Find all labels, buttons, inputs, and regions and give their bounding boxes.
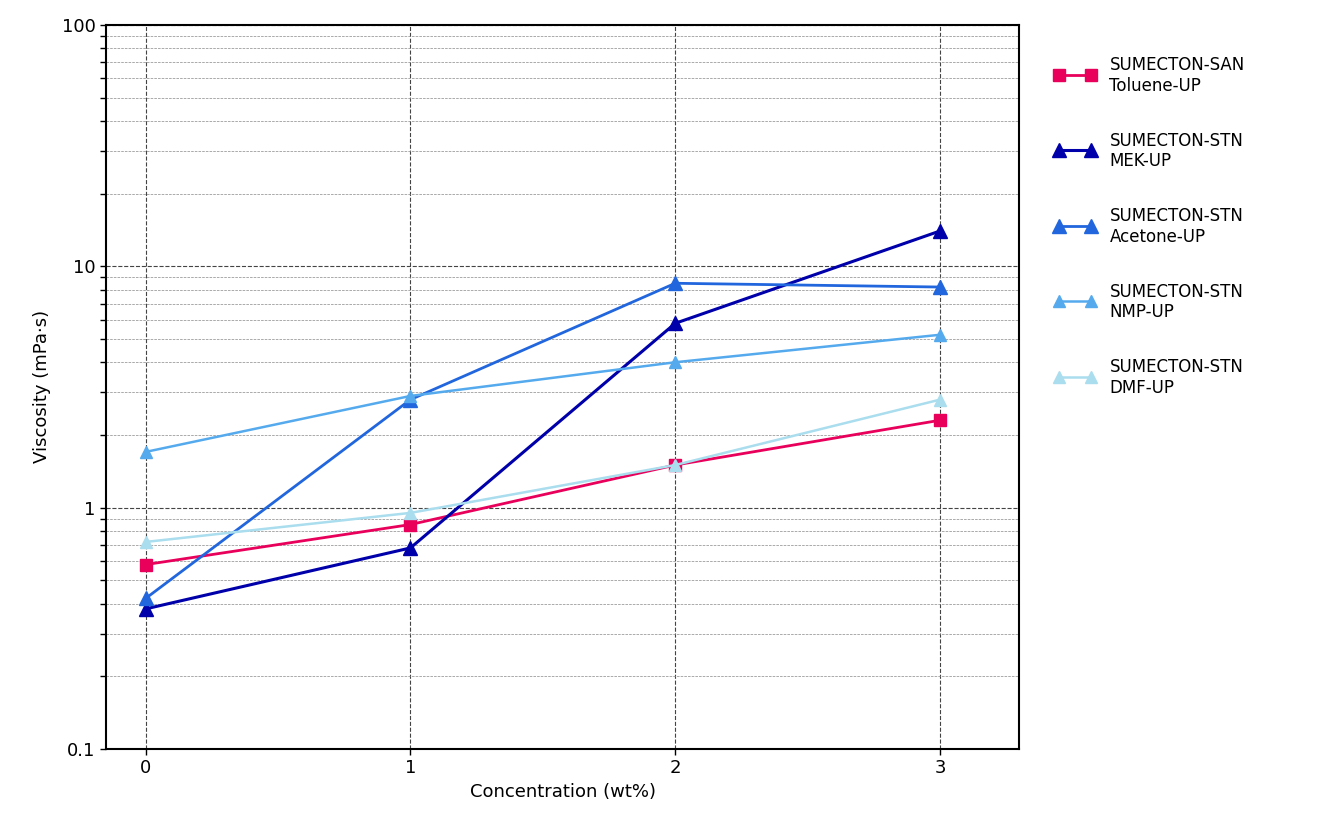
SUMECTON-STN
Acetone-UP [138, 593, 154, 603]
SUMECTON-STN
MEK-UP [402, 543, 418, 553]
Legend: SUMECTON-SAN
Toluene-UP, SUMECTON-STN
MEK-UP, SUMECTON-STN
Acetone-UP, SUMECTON-: SUMECTON-SAN Toluene-UP, SUMECTON-STN ME… [1046, 47, 1253, 405]
Line: SUMECTON-SAN
Toluene-UP: SUMECTON-SAN Toluene-UP [140, 414, 945, 570]
SUMECTON-STN
Acetone-UP [932, 282, 948, 292]
SUMECTON-STN
Acetone-UP [402, 394, 418, 404]
SUMECTON-SAN
Toluene-UP [138, 560, 154, 570]
Y-axis label: Viscosity (mPa·s): Viscosity (mPa·s) [33, 310, 50, 463]
SUMECTON-SAN
Toluene-UP [932, 415, 948, 425]
SUMECTON-STN
DMF-UP [402, 508, 418, 518]
Line: SUMECTON-STN
Acetone-UP: SUMECTON-STN Acetone-UP [139, 276, 947, 606]
Line: SUMECTON-STN
DMF-UP: SUMECTON-STN DMF-UP [139, 394, 947, 548]
SUMECTON-STN
MEK-UP [138, 604, 154, 614]
SUMECTON-STN
DMF-UP [667, 460, 683, 470]
SUMECTON-STN
DMF-UP [138, 537, 154, 547]
X-axis label: Concentration (wt%): Concentration (wt%) [470, 783, 655, 800]
Line: SUMECTON-STN
NMP-UP: SUMECTON-STN NMP-UP [139, 329, 947, 458]
SUMECTON-STN
NMP-UP [932, 329, 948, 339]
SUMECTON-STN
NMP-UP [138, 447, 154, 457]
SUMECTON-SAN
Toluene-UP [667, 460, 683, 470]
SUMECTON-STN
MEK-UP [932, 226, 948, 236]
SUMECTON-STN
NMP-UP [667, 357, 683, 367]
SUMECTON-STN
NMP-UP [402, 391, 418, 401]
Line: SUMECTON-STN
MEK-UP: SUMECTON-STN MEK-UP [139, 224, 947, 616]
SUMECTON-STN
MEK-UP [667, 319, 683, 329]
SUMECTON-STN
Acetone-UP [667, 278, 683, 288]
SUMECTON-STN
DMF-UP [932, 394, 948, 404]
SUMECTON-SAN
Toluene-UP [402, 519, 418, 529]
